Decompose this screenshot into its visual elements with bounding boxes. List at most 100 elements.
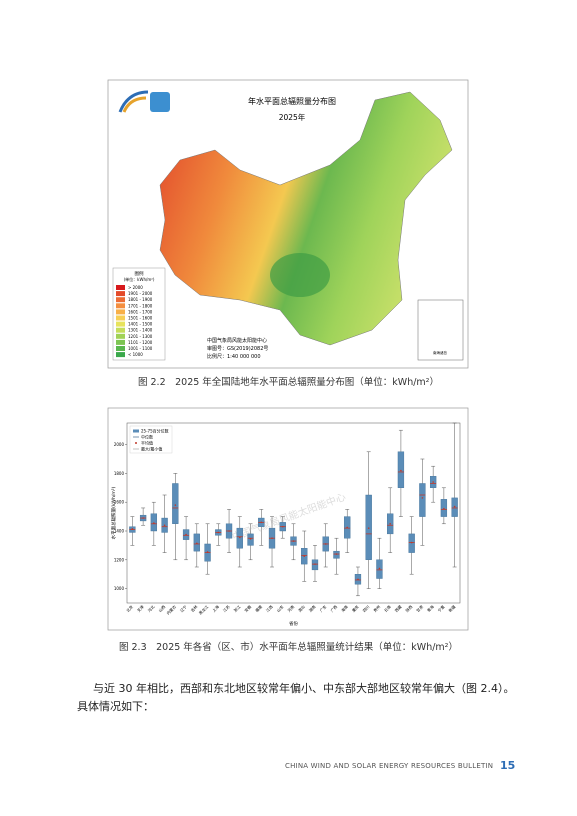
x-tick-label: 西藏: [394, 604, 403, 613]
chart-legend-label: 最大/最小值: [141, 446, 162, 452]
legend-label: 1901 - 2000: [128, 291, 153, 296]
x-tick-label: 北京: [125, 604, 134, 613]
mean: [196, 542, 198, 545]
paragraph-line: 具体情况如下：: [77, 700, 154, 713]
mean: [153, 522, 155, 524]
mean: [378, 567, 381, 570]
y-tick-label: 1000: [114, 586, 125, 591]
x-tick-label: 天津: [136, 604, 145, 613]
chart-legend-label: 中位数: [141, 434, 153, 440]
legend-swatch: [116, 285, 125, 290]
mean: [142, 517, 144, 519]
legend-swatch: [116, 291, 125, 297]
map-subtitle: 2025年: [279, 112, 306, 122]
map-credit: 审图号：GS(2019)2082号: [207, 345, 268, 352]
mean: [443, 507, 445, 510]
mean: [324, 543, 327, 545]
mean: [249, 538, 252, 540]
legend-swatch: [116, 315, 125, 321]
legend-swatch: [116, 297, 125, 303]
legend-label: 1401 - 1500: [128, 322, 153, 327]
paragraph-line: 与近 30 年相比，西部和东北地区较常年偏小、中东部大部地区较常年偏大（图 2.…: [93, 682, 515, 695]
x-tick-label: 陕西: [404, 604, 413, 613]
mean: [314, 563, 316, 565]
x-tick-label: 山西: [157, 604, 166, 613]
legend-label: > 2000: [128, 285, 143, 290]
x-tick-label: 福建: [254, 604, 263, 613]
mean: [228, 530, 230, 532]
mean: [238, 536, 241, 539]
legend-label: 1701 - 1800: [128, 303, 153, 308]
legend-label: < 1000: [128, 352, 143, 357]
figure-caption: 图 2.3 2025 年各省（区、市）水平面年总辐照量统计结果（单位：kWh/m…: [118, 642, 458, 653]
mean: [335, 553, 338, 555]
mean: [131, 528, 134, 530]
map-credit: 中国气象局风能太阳能中心: [207, 337, 267, 344]
x-tick-label: 黑龙江: [198, 604, 210, 616]
chart-legend-label: 平均值: [141, 440, 153, 446]
x-tick-label: 湖北: [297, 604, 306, 613]
x-tick-label: 海南: [340, 604, 349, 613]
plot-area: [126, 422, 461, 604]
inset-map: [417, 299, 464, 361]
x-tick-label: 云南: [383, 604, 392, 613]
x-tick-label: 河南: [286, 604, 295, 613]
x-tick-label: 浙江: [233, 604, 242, 613]
y-axis-label: 水平面总辐照量(kWh/m²): [110, 486, 117, 539]
x-tick-label: 贵州: [372, 604, 381, 613]
y-tick-label: 1600: [114, 500, 125, 505]
x-tick-label: 吉林: [190, 604, 199, 613]
x-tick-label: 湖南: [308, 604, 317, 613]
map-title: 年水平面总辐照量分布图: [248, 96, 336, 106]
mean: [303, 555, 306, 557]
x-tick-label: 甘肃: [415, 604, 424, 613]
x-tick-label: 辽宁: [179, 604, 188, 613]
mean: [367, 527, 370, 529]
mean: [217, 531, 220, 534]
y-tick-label: 1400: [114, 529, 125, 534]
y-tick-label: 1800: [114, 471, 125, 476]
x-tick-label: 广东: [319, 604, 328, 613]
legend-symbol: [135, 442, 137, 444]
mean: [346, 526, 349, 529]
box: [172, 483, 179, 525]
legend-label: 1501 - 1600: [128, 316, 153, 321]
mean: [163, 524, 166, 527]
legend-swatch: [116, 346, 125, 351]
y-tick-label: 2000: [114, 442, 125, 447]
mean: [432, 481, 434, 483]
x-tick-label: 江西: [265, 604, 274, 613]
x-tick-label: 青海: [426, 604, 435, 613]
mean: [271, 537, 273, 539]
legend-swatch: [116, 303, 125, 309]
logo: [118, 90, 170, 113]
x-tick-label: 上海: [211, 604, 220, 613]
legend-title: 图例: [135, 270, 144, 277]
mean: [174, 504, 177, 506]
chart-frame: [107, 407, 469, 631]
legend-swatch: [116, 333, 125, 339]
legend-unit: (单位：kWh/m²): [124, 276, 155, 282]
x-tick-label: 内蒙古: [165, 604, 177, 616]
x-tick-label: 江苏: [222, 604, 231, 613]
mean: [260, 521, 263, 524]
legend-symbol: [133, 429, 139, 433]
mean: [400, 469, 402, 472]
legend-label: 1001 - 1100: [128, 346, 153, 351]
page-number: 15: [500, 759, 516, 772]
mean: [410, 541, 413, 544]
x-tick-label: 广西: [329, 604, 338, 613]
figure-caption: 图 2.2 2025 年全国陆地年水平面总辐照量分布图（单位：kWh/m²）: [137, 377, 439, 388]
map-low-region: [270, 253, 330, 297]
x-tick-label: 重庆: [351, 604, 360, 613]
x-tick-label: 河北: [147, 604, 156, 613]
inset-label: 南海诸岛: [433, 350, 447, 355]
map-credit: 比例尺：1:40 000 000: [207, 353, 261, 360]
mean: [206, 551, 209, 553]
mean: [453, 505, 456, 508]
x-tick-label: 宁夏: [437, 604, 446, 613]
legend-label: 1601 - 1700: [128, 309, 153, 314]
legend-swatch: [116, 327, 125, 333]
